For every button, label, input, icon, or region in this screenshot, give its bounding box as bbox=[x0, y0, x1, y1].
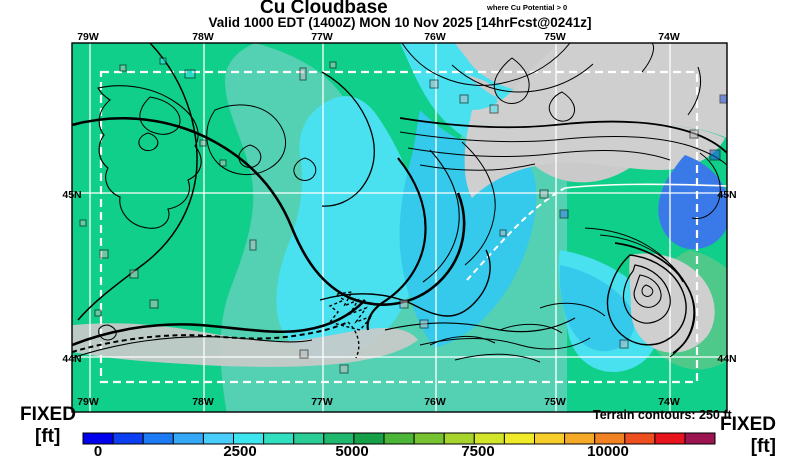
svg-text:0: 0 bbox=[94, 443, 102, 458]
svg-text:FIXED: FIXED bbox=[20, 404, 76, 425]
svg-text:74W: 74W bbox=[658, 31, 680, 43]
svg-text:76W: 76W bbox=[424, 396, 446, 408]
svg-text:7500: 7500 bbox=[461, 443, 494, 458]
svg-text:where Cu Potential > 0: where Cu Potential > 0 bbox=[486, 3, 567, 12]
svg-text:44N: 44N bbox=[717, 353, 736, 365]
svg-text:79W: 79W bbox=[77, 396, 99, 408]
svg-text:45N: 45N bbox=[717, 189, 736, 201]
svg-text:78W: 78W bbox=[192, 396, 214, 408]
svg-text:45N: 45N bbox=[62, 189, 81, 201]
svg-text:75W: 75W bbox=[544, 396, 566, 408]
svg-text:2500: 2500 bbox=[223, 443, 256, 458]
svg-text:[ft]: [ft] bbox=[751, 436, 776, 457]
svg-text:[ft]: [ft] bbox=[35, 426, 60, 447]
svg-text:76W: 76W bbox=[424, 31, 446, 43]
svg-text:77W: 77W bbox=[311, 31, 333, 43]
svg-text:77W: 77W bbox=[311, 396, 333, 408]
svg-text:78W: 78W bbox=[192, 31, 214, 43]
svg-text:75W: 75W bbox=[544, 31, 566, 43]
svg-text:44N: 44N bbox=[62, 353, 81, 365]
svg-text:74W: 74W bbox=[658, 396, 680, 408]
svg-text:5000: 5000 bbox=[335, 443, 368, 458]
svg-text:10000: 10000 bbox=[587, 443, 629, 458]
svg-text:Valid 1000 EDT (1400Z) MON 10: Valid 1000 EDT (1400Z) MON 10 Nov 2025 [… bbox=[208, 15, 591, 30]
svg-text:79W: 79W bbox=[77, 31, 99, 43]
svg-text:Terrain contours: 250 ft: Terrain contours: 250 ft bbox=[593, 408, 733, 422]
